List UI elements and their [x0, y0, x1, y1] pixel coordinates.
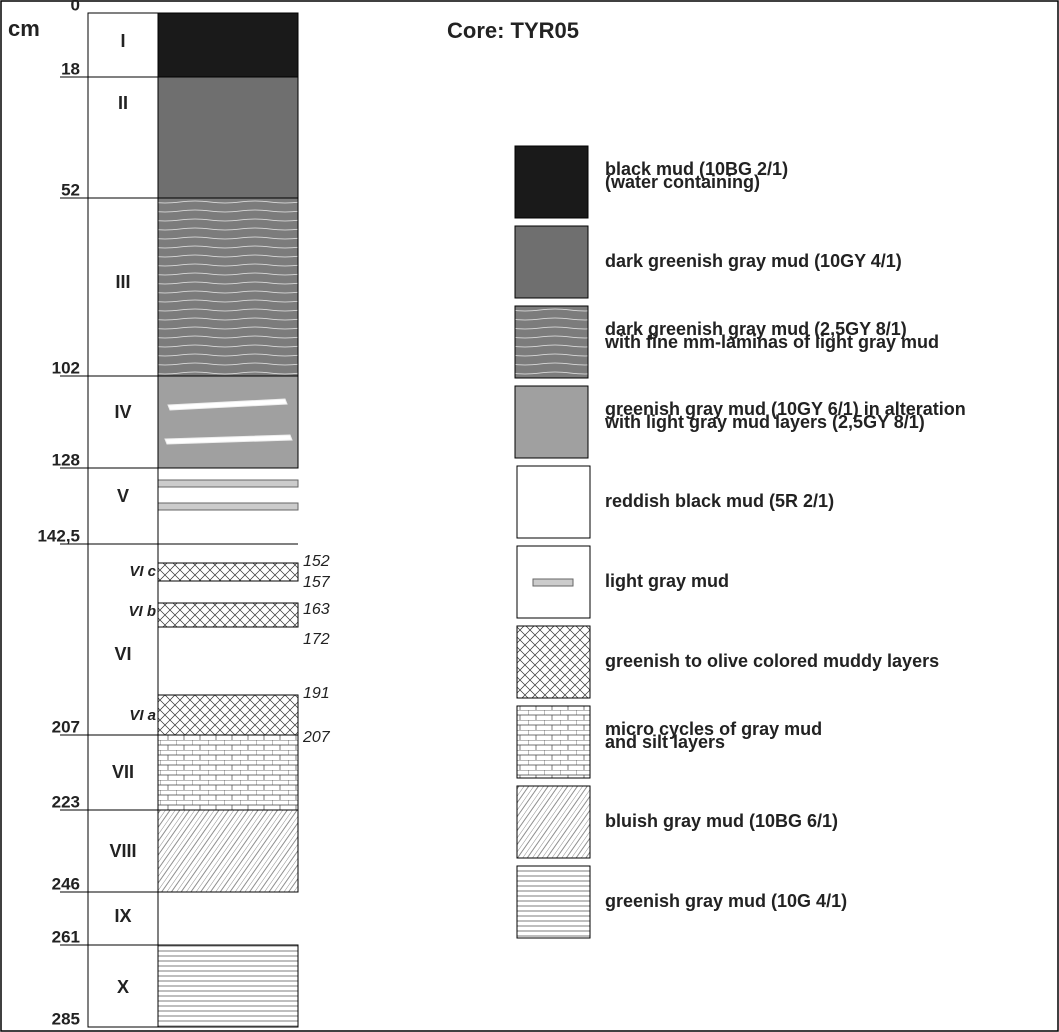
depth-label: 261: [52, 927, 80, 946]
legend-swatch-bar: [532, 578, 574, 587]
unit-label: II: [118, 93, 128, 113]
legend-text: (water containing): [605, 172, 760, 192]
subunit-label: VI c: [129, 563, 156, 580]
legend-swatch: [514, 385, 589, 459]
depth-label: 18: [61, 59, 80, 78]
subunit-label: VI a: [129, 707, 156, 724]
unit-label: VII: [112, 762, 134, 782]
unit-label: III: [115, 272, 130, 292]
legend-swatch: [516, 465, 591, 539]
depth-unit: cm: [8, 16, 40, 41]
depth-label: 246: [52, 874, 80, 893]
legend-text: greenish gray mud (10G 4/1): [605, 891, 847, 911]
depth-label: 142,5: [37, 526, 80, 545]
legend-swatch: [514, 305, 589, 379]
subunit-bottom: 172: [303, 631, 330, 648]
unit-label: VI: [114, 644, 131, 664]
subunit-bottom: 207: [302, 729, 331, 746]
legend-text: and silt layers: [605, 732, 725, 752]
legend-text: dark greenish gray mud (2,5GY 8/1): [605, 319, 907, 339]
legend-text: dark greenish gray mud (10GY 4/1): [605, 251, 902, 271]
legend-text: greenish to olive colored muddy layers: [605, 651, 939, 671]
legend-text: with light gray mud layers (2,5GY 8/1): [604, 412, 925, 432]
legend-text: greenish gray mud (10GY 6/1) in alterati…: [605, 399, 966, 419]
legend-text: black mud (10BG 2/1): [605, 159, 788, 179]
depth-label: 0: [71, 0, 80, 14]
unit-label: IX: [114, 906, 131, 926]
unit-label: V: [117, 486, 129, 506]
depth-label: 285: [52, 1009, 80, 1028]
depth-label: 102: [52, 358, 80, 377]
legend-text: reddish black mud (5R 2/1): [605, 491, 834, 511]
legend-swatch: [516, 705, 591, 779]
depth-label: 52: [61, 180, 80, 199]
subunit-top: 163: [303, 601, 330, 618]
core-title: Core: TYR05: [447, 18, 579, 43]
unit-label: IV: [114, 402, 131, 422]
legend-swatch: [516, 865, 591, 939]
lithology-column: [87, 12, 299, 1028]
legend-text: light gray mud: [605, 571, 729, 591]
unit-label: VIII: [109, 841, 136, 861]
subunit-label: VI b: [128, 603, 156, 620]
legend-text: with fine mm-laminas of light gray mud: [604, 332, 939, 352]
legend-swatch: [514, 145, 589, 219]
depth-label: 223: [52, 792, 80, 811]
subunit-top: 152: [303, 553, 330, 570]
unit-label: X: [117, 977, 129, 997]
legend-swatch: [516, 785, 591, 859]
depth-label: 128: [52, 450, 80, 469]
depth-label: 207: [52, 717, 80, 736]
legend-swatch: [516, 625, 591, 699]
subunit-top: 191: [303, 685, 330, 702]
legend-swatch: [514, 225, 589, 299]
legend-text: bluish gray mud (10BG 6/1): [605, 811, 838, 831]
legend-text: micro cycles of gray mud: [605, 719, 822, 739]
subunit-bottom: 157: [303, 574, 331, 591]
unit-label: I: [120, 31, 125, 51]
